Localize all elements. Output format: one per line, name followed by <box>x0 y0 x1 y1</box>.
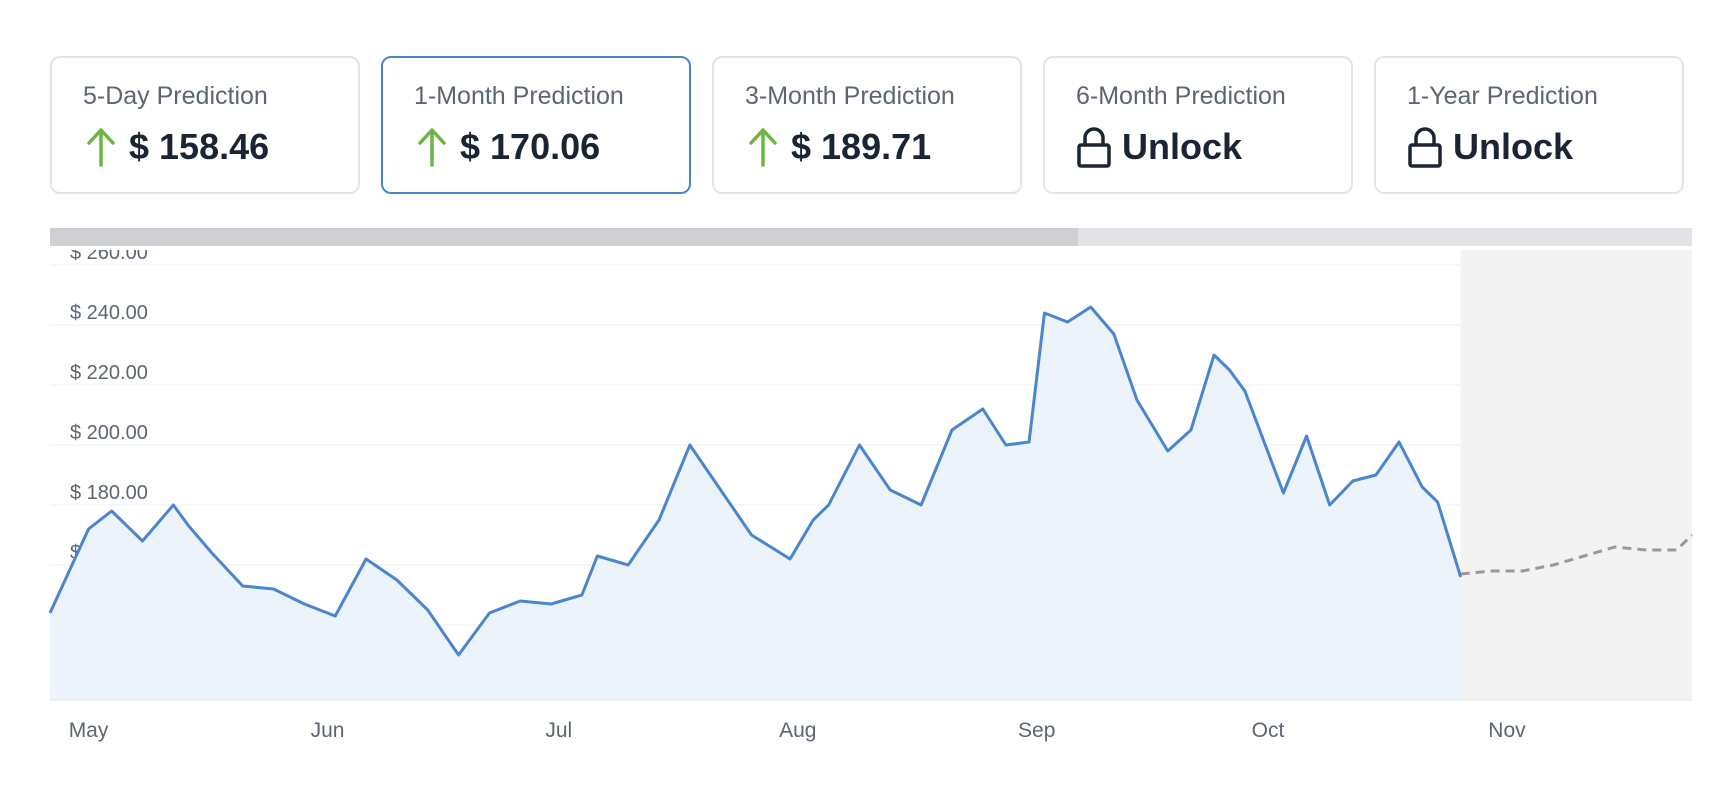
card-value: Unlock <box>1122 126 1243 167</box>
card-value-row: Unlock <box>1407 124 1573 170</box>
arrow-up-icon <box>87 128 115 167</box>
x-tick-label: Oct <box>1252 719 1285 742</box>
x-tick-label: Jul <box>545 719 572 742</box>
y-tick-label: $ 180.00 <box>70 482 148 504</box>
prediction-cards: 5-Day Prediction $ 158.46 1-Month Predic… <box>50 56 1684 196</box>
x-tick-label: May <box>69 719 109 742</box>
x-tick-label: Sep <box>1018 719 1055 742</box>
y-tick-label: $ 260.00 <box>70 250 148 264</box>
card-label: 5-Day Prediction <box>83 82 268 110</box>
card-label: 1-Month Prediction <box>414 82 624 110</box>
arrow-up-icon <box>749 128 777 167</box>
x-tick-label: Nov <box>1488 719 1526 742</box>
x-tick-label: Aug <box>779 719 816 742</box>
x-tick-label: Jun <box>311 719 345 742</box>
card-value: Unlock <box>1453 126 1574 167</box>
y-tick-label: $ 220.00 <box>70 362 148 384</box>
card-label: 6-Month Prediction <box>1076 82 1286 110</box>
card-label: 3-Month Prediction <box>745 82 955 110</box>
card-value-row: $ 170.06 <box>414 124 600 170</box>
card-value: $ 158.46 <box>129 126 270 167</box>
card-value: $ 170.06 <box>460 126 601 167</box>
history-line <box>48 305 1463 657</box>
price-chart: $ 120.00$ 140.00$ 160.00$ 180.00$ 200.00… <box>48 250 1694 742</box>
card-3-month-prediction[interactable]: 3-Month Prediction $ 189.71 <box>712 56 1022 194</box>
arrow-up-icon <box>418 128 446 167</box>
forecast-region <box>1460 250 1692 700</box>
card-1-month-prediction[interactable]: 1-Month Prediction $ 170.06 <box>381 56 691 194</box>
card-value-row: $ 189.71 <box>745 124 931 170</box>
card-6-month-prediction[interactable]: 6-Month Prediction Unlock <box>1043 56 1353 194</box>
card-value: $ 189.71 <box>791 126 932 167</box>
lock-icon <box>1077 127 1111 168</box>
card-1-year-prediction[interactable]: 1-Year Prediction Unlock <box>1374 56 1684 194</box>
card-value-row: $ 158.46 <box>83 124 269 170</box>
card-5-day-prediction[interactable]: 5-Day Prediction $ 158.46 <box>50 56 360 194</box>
card-value-row: Unlock <box>1076 124 1242 170</box>
lock-icon <box>1408 127 1442 168</box>
y-tick-label: $ 200.00 <box>70 422 148 444</box>
y-tick-label: $ 240.00 <box>70 302 148 324</box>
history-area <box>50 307 1461 700</box>
card-label: 1-Year Prediction <box>1407 82 1598 110</box>
chart-range-scrollbar[interactable] <box>50 228 1692 246</box>
scrollbar-thumb[interactable] <box>50 228 1078 246</box>
forecast-line <box>1460 533 1694 576</box>
